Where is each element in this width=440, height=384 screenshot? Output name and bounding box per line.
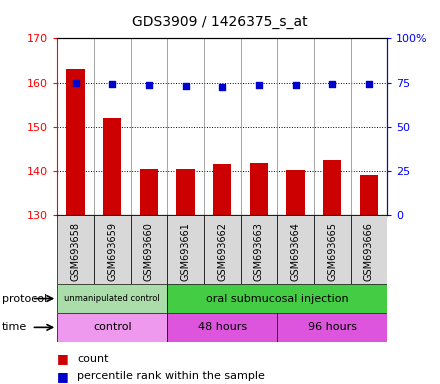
Bar (323, 160, 341, 215)
Point (182, 83, 189, 89)
Text: 96 hours: 96 hours (308, 322, 357, 333)
Text: GSM693663: GSM693663 (254, 222, 264, 281)
Bar (241, 215, 277, 284)
Text: 48 hours: 48 hours (198, 322, 247, 333)
Bar (286, 170, 305, 215)
Text: GSM693665: GSM693665 (327, 222, 337, 281)
Text: GDS3909 / 1426375_s_at: GDS3909 / 1426375_s_at (132, 15, 308, 29)
Text: GSM693659: GSM693659 (107, 222, 117, 281)
Text: control: control (93, 322, 132, 333)
Text: GSM693666: GSM693666 (364, 222, 374, 281)
Bar (103, 118, 121, 215)
Bar (351, 215, 387, 284)
Text: time: time (2, 322, 27, 333)
Point (145, 82, 152, 88)
Point (109, 81, 116, 88)
Text: GSM693658: GSM693658 (70, 222, 81, 281)
Point (365, 81, 372, 88)
Bar (277, 313, 387, 342)
Text: ■: ■ (57, 353, 69, 366)
Point (72, 79, 79, 86)
Bar (314, 215, 351, 284)
Bar (360, 175, 378, 215)
Text: count: count (77, 354, 109, 364)
Text: unmanipulated control: unmanipulated control (64, 294, 160, 303)
Bar (57, 284, 167, 313)
Point (219, 84, 226, 90)
Bar (250, 163, 268, 215)
Bar (94, 215, 131, 284)
Bar (167, 284, 387, 313)
Text: ■: ■ (57, 370, 69, 383)
Text: GSM693661: GSM693661 (180, 222, 191, 281)
Bar (66, 69, 85, 215)
Text: percentile rank within the sample: percentile rank within the sample (77, 371, 265, 381)
Bar (277, 215, 314, 284)
Bar (167, 215, 204, 284)
Point (329, 81, 336, 88)
Bar (167, 313, 277, 342)
Bar (213, 164, 231, 215)
Text: GSM693662: GSM693662 (217, 222, 227, 281)
Bar (140, 169, 158, 215)
Bar (57, 313, 167, 342)
Point (255, 82, 262, 88)
Text: protocol: protocol (2, 293, 48, 304)
Text: oral submucosal injection: oral submucosal injection (206, 293, 348, 304)
Bar (204, 215, 241, 284)
Bar (57, 215, 94, 284)
Text: GSM693664: GSM693664 (290, 222, 301, 281)
Text: GSM693660: GSM693660 (144, 222, 154, 281)
Point (292, 82, 299, 88)
Bar (176, 169, 195, 215)
Bar (131, 215, 167, 284)
